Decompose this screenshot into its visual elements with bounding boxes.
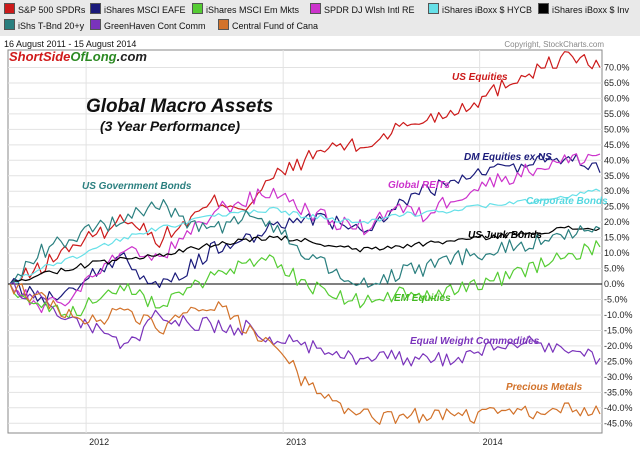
- legend-swatch: [218, 19, 229, 30]
- y-tick-label: -40.0%: [604, 403, 633, 413]
- legend-label: S&P 500 SPDRs: [18, 5, 86, 15]
- annotation-label: Global REITs: [388, 180, 450, 191]
- annotation-label: US Equities: [452, 72, 508, 83]
- series-line: [9, 199, 601, 288]
- legend-label: iShares MSCI Em Mkts: [206, 5, 300, 15]
- legend-label: iShares iBoxx $ Inv: [552, 5, 630, 15]
- legend-item: S&P 500 SPDRs: [2, 2, 86, 18]
- legend-label: iShares MSCI EAFE: [104, 5, 186, 15]
- legend-item: iShares iBoxx $ HYCB: [426, 2, 534, 18]
- y-tick-label: -45.0%: [604, 418, 633, 428]
- brand-part-3: .com: [117, 49, 148, 64]
- date-range: 16 August 2011 - 15 August 2014: [4, 39, 136, 49]
- legend-swatch: [90, 3, 101, 14]
- y-tick-label: 30.0%: [604, 186, 630, 196]
- y-tick-label: 60.0%: [604, 93, 630, 103]
- legend-label: Central Fund of Cana: [232, 21, 319, 31]
- x-tick-label: 2012: [89, 437, 109, 447]
- legend-swatch: [192, 3, 203, 14]
- legend-item: GreenHaven Cont Comm: [88, 18, 214, 34]
- y-tick-label: 15.0%: [604, 233, 630, 243]
- y-tick-label: 20.0%: [604, 217, 630, 227]
- series-line: [9, 188, 601, 285]
- annotations: US Equities DM Equities ex US Global REITs…: [82, 72, 608, 393]
- brand-part-1: ShortSide: [9, 49, 70, 64]
- copyright-notice: Copyright, StockCharts.com: [504, 40, 604, 49]
- series-line: [9, 240, 601, 319]
- annotation-label: Corporate Bonds: [526, 196, 608, 207]
- legend: S&P 500 SPDRs iShares MSCI EAFE iShares MS…: [0, 0, 640, 36]
- y-tick-label: -25.0%: [604, 356, 633, 366]
- legend-swatch: [538, 3, 549, 14]
- series-line: [9, 153, 601, 314]
- y-tick-label: 35.0%: [604, 171, 630, 181]
- brand-logo: ShortSideOfLong.com: [9, 49, 147, 64]
- y-tick-label: 0.0%: [604, 279, 625, 289]
- x-tick-label: 2014: [483, 437, 503, 447]
- y-tick-label: -20.0%: [604, 341, 633, 351]
- y-tick-label: -30.0%: [604, 372, 633, 382]
- legend-item: iShares MSCI Em Mkts: [190, 2, 306, 18]
- annotation-label: US Junk Bonds: [468, 230, 542, 241]
- legend-swatch: [4, 19, 15, 30]
- x-tick-label: 2013: [286, 437, 306, 447]
- annotation-label: Precious Metals: [506, 382, 583, 393]
- legend-label: GreenHaven Cont Comm: [104, 21, 206, 31]
- legend-item: iShares iBoxx $ Inv: [536, 2, 638, 18]
- series-layer: [9, 51, 601, 425]
- y-tick-label: 45.0%: [604, 140, 630, 150]
- legend-label: iShs T-Bnd 20+y: [18, 21, 85, 31]
- series-line: [9, 283, 601, 425]
- series-line: [9, 281, 601, 367]
- annotation-label: US Government Bonds: [82, 181, 192, 192]
- series-line: [9, 225, 601, 285]
- brand-part-2: OfLong: [70, 49, 116, 64]
- annotation-label: Equal Weight Commodities: [410, 336, 540, 347]
- y-tick-label: 40.0%: [604, 155, 630, 165]
- annotation-label: EM Equities: [394, 293, 451, 304]
- y-tick-label: 65.0%: [604, 78, 630, 88]
- chart: 16 August 2011 - 15 August 2014 Copyrigh…: [4, 39, 633, 447]
- legend-swatch: [4, 3, 15, 14]
- x-axis: 2012 2013 2014: [89, 437, 503, 447]
- legend-item: Central Fund of Cana: [216, 18, 334, 34]
- chart-title: Global Macro Assets: [86, 96, 273, 117]
- legend-swatch: [428, 3, 439, 14]
- y-tick-label: -10.0%: [604, 310, 633, 320]
- chart-subtitle: (3 Year Performance): [100, 118, 240, 134]
- legend-swatch: [90, 19, 101, 30]
- y-tick-label: 70.0%: [604, 62, 630, 72]
- legend-item: SPDR DJ Wlsh Intl RE: [308, 2, 424, 18]
- legend-swatch: [310, 3, 321, 14]
- y-tick-label: 10.0%: [604, 248, 630, 258]
- legend-item: iShs T-Bnd 20+y: [2, 18, 86, 34]
- y-tick-label: -15.0%: [604, 325, 633, 335]
- y-tick-label: 5.0%: [604, 264, 625, 274]
- y-tick-label: -35.0%: [604, 387, 633, 397]
- annotation-label: DM Equities ex US: [464, 152, 552, 163]
- legend-label: SPDR DJ Wlsh Intl RE: [324, 5, 415, 15]
- legend-label: iShares iBoxx $ HYCB: [442, 5, 533, 15]
- y-tick-label: 50.0%: [604, 124, 630, 134]
- legend-item: iShares MSCI EAFE: [88, 2, 188, 18]
- y-tick-label: -5.0%: [604, 295, 628, 305]
- y-tick-label: 25.0%: [604, 202, 630, 212]
- y-axis: -45.0% -40.0% -35.0% -30.0% -25.0% -20.0% -15.…: [604, 62, 633, 428]
- y-tick-label: 55.0%: [604, 109, 630, 119]
